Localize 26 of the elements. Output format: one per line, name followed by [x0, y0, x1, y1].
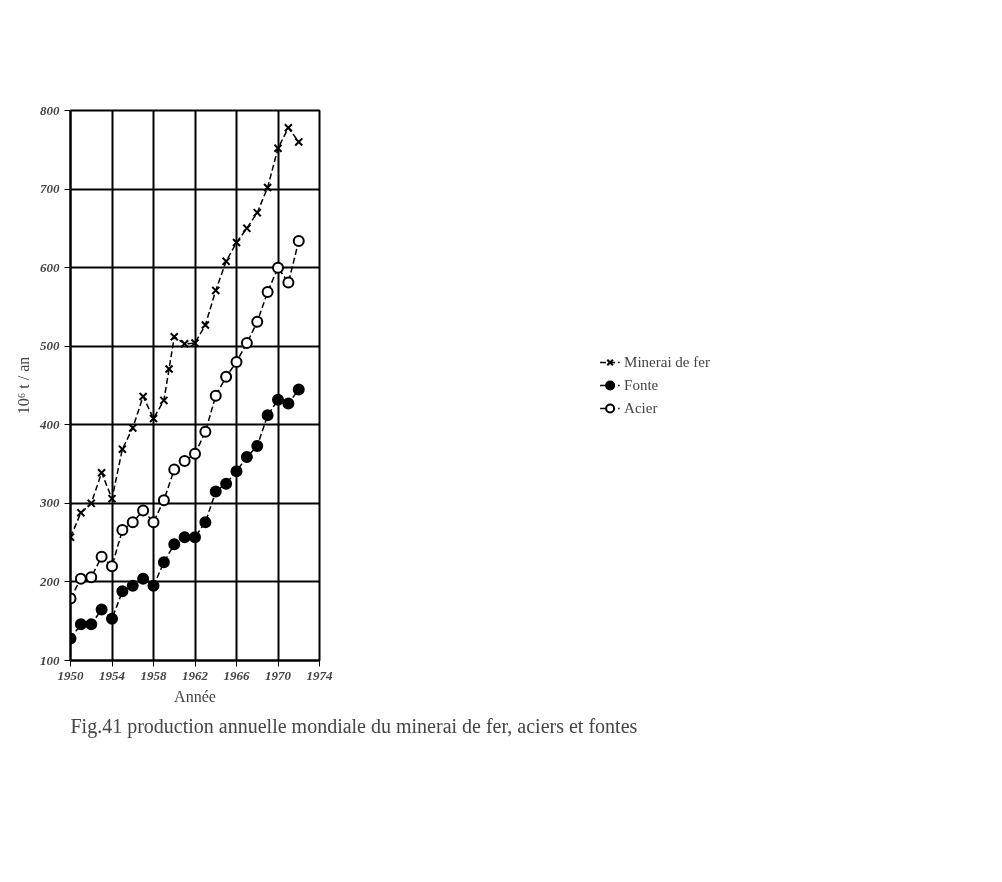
point	[294, 137, 304, 147]
legend-label: Acier	[624, 399, 658, 417]
y-tick-label: 700	[40, 181, 60, 197]
point	[74, 618, 87, 631]
x-tick-label: 1974	[306, 667, 333, 683]
y-tick-label: 500	[40, 338, 60, 354]
y-tick-label: 400	[39, 416, 60, 432]
y-tick-label: 800	[40, 102, 60, 118]
x-axis-title: Année	[174, 687, 216, 705]
legend-label: Minerai de fer	[624, 353, 710, 371]
point	[283, 123, 293, 133]
y-tick-label: 300	[39, 495, 60, 511]
y-tick-label: 100	[40, 652, 60, 668]
x-tick-label: 1962	[182, 667, 209, 683]
x-tick-label: 1958	[140, 667, 167, 683]
y-tick-label: 600	[40, 259, 60, 275]
legend-label: Fonte	[624, 376, 659, 394]
y-axis-title: 10⁶ t / an	[15, 356, 32, 415]
x-tick-label: 1966	[223, 667, 250, 683]
x-tick-label: 1954	[99, 667, 126, 683]
x-tick-label: 1970	[265, 667, 292, 683]
point	[95, 603, 108, 616]
point	[85, 618, 98, 631]
caption: Fig.41 production annuelle mondiale du minerai de fer, aciers et fontes	[70, 714, 638, 738]
y-tick-label: 200	[39, 573, 60, 589]
x-tick-label: 1950	[57, 667, 84, 683]
